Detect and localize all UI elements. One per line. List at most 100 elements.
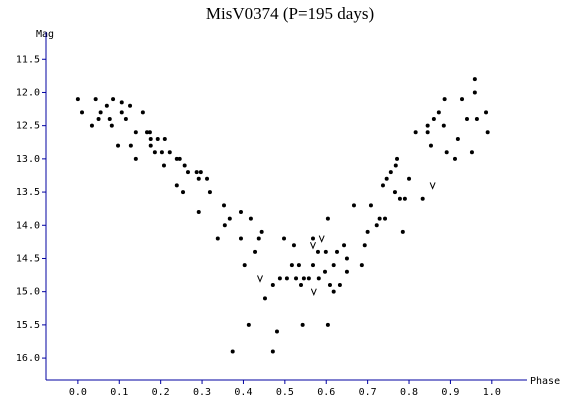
data-point	[162, 136, 167, 141]
data-point	[270, 283, 275, 288]
data-point	[104, 103, 109, 108]
data-point	[109, 123, 114, 128]
data-point	[300, 322, 305, 327]
data-point	[395, 156, 400, 161]
data-point	[425, 130, 430, 135]
data-point	[380, 183, 385, 188]
data-point	[323, 249, 328, 254]
data-point	[464, 117, 469, 122]
x-tick-label: 0.8	[400, 387, 418, 398]
data-point	[296, 263, 301, 268]
data-point	[198, 170, 203, 175]
data-point	[469, 150, 474, 155]
y-tick-label: 13.5	[16, 187, 40, 198]
upper-limit-marker	[429, 182, 436, 190]
data-point	[75, 97, 80, 102]
data-point	[431, 117, 436, 122]
data-point	[161, 163, 166, 168]
data-point	[133, 130, 138, 135]
chart-title: MisV0374 (P=195 days)	[206, 4, 374, 23]
data-point	[342, 243, 347, 248]
x-tick-label: 0.9	[441, 387, 459, 398]
data-point	[182, 163, 187, 168]
data-point	[205, 176, 210, 181]
data-point	[315, 249, 320, 254]
data-point	[301, 276, 306, 281]
data-point	[111, 97, 116, 102]
x-tick-label: 0.0	[69, 387, 87, 398]
data-point	[196, 209, 201, 214]
data-point	[93, 97, 98, 102]
data-point	[393, 163, 398, 168]
data-point	[331, 263, 336, 268]
upper-limit-marker	[318, 235, 325, 243]
data-point	[174, 183, 179, 188]
x-axis-label: Phase	[530, 376, 560, 387]
data-point	[207, 190, 212, 195]
data-point	[107, 117, 112, 122]
data-point	[227, 216, 232, 221]
y-tick-label: 14.5	[16, 253, 40, 264]
data-point	[89, 123, 94, 128]
x-tick-label: 1.0	[483, 387, 501, 398]
data-point	[248, 216, 253, 221]
data-point	[368, 203, 373, 208]
data-point	[420, 196, 425, 201]
y-tick-label: 12.5	[16, 121, 40, 132]
data-point	[325, 216, 330, 221]
data-point	[262, 296, 267, 301]
y-tick-label: 15.0	[16, 287, 40, 298]
data-point	[472, 90, 477, 95]
y-tick-label: 11.5	[16, 54, 40, 65]
data-point	[128, 143, 133, 148]
data-point	[335, 249, 340, 254]
data-point	[155, 136, 160, 141]
y-tick-label: 12.0	[16, 87, 40, 98]
data-point	[230, 349, 235, 354]
data-point	[365, 229, 370, 234]
data-point	[242, 263, 247, 268]
data-point	[140, 110, 145, 115]
data-point	[289, 263, 294, 268]
data-point	[277, 276, 282, 281]
data-point	[133, 156, 138, 161]
data-point	[442, 97, 447, 102]
data-point	[194, 170, 199, 175]
data-point	[159, 150, 164, 155]
data-point	[472, 77, 477, 82]
data-point	[270, 349, 275, 354]
data-point	[119, 100, 124, 105]
data-point	[123, 117, 128, 122]
y-tick-label: 14.0	[16, 220, 40, 231]
data-point	[174, 156, 179, 161]
data-point	[282, 236, 287, 241]
data-point	[374, 223, 379, 228]
data-point	[147, 130, 152, 135]
data-point	[306, 276, 311, 281]
data-point	[256, 236, 261, 241]
data-point	[392, 190, 397, 195]
data-point	[148, 143, 153, 148]
data-point	[98, 110, 103, 115]
data-point	[222, 223, 227, 228]
x-tick-label: 0.3	[193, 387, 211, 398]
data-point	[310, 263, 315, 268]
data-point	[484, 110, 489, 115]
data-point	[284, 276, 289, 281]
data-point	[80, 110, 85, 115]
upper-limit-marker	[257, 275, 263, 283]
data-point	[337, 283, 342, 288]
data-point	[359, 263, 364, 268]
data-point	[344, 256, 349, 261]
data-point	[119, 110, 124, 115]
data-point	[388, 170, 393, 175]
data-point	[167, 150, 172, 155]
data-point	[460, 97, 465, 102]
y-axis-label: Mag	[36, 29, 54, 40]
data-point	[402, 196, 407, 201]
data-point	[259, 229, 264, 234]
data-point	[238, 209, 243, 214]
data-point	[246, 322, 251, 327]
data-point	[316, 276, 321, 281]
